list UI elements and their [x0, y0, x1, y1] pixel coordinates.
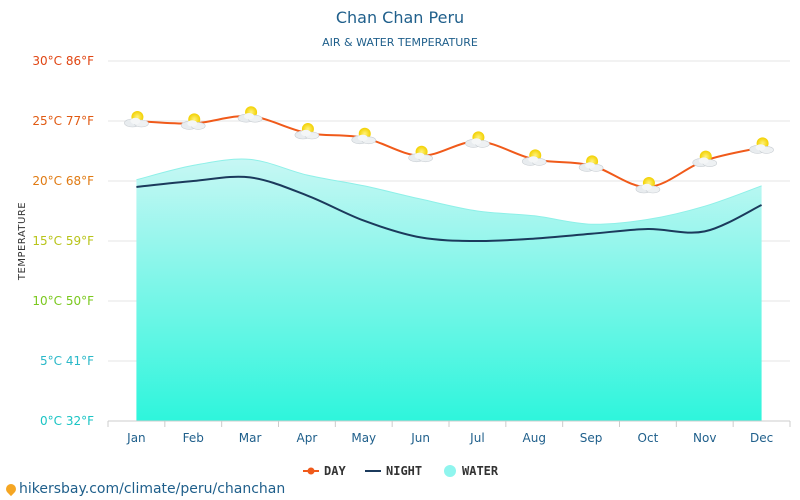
legend-water-label: WATER	[462, 464, 499, 478]
location-pin-icon	[3, 481, 19, 497]
y-axis-label: TEMPERATURE	[17, 202, 28, 281]
x-tick-label: Feb	[183, 431, 204, 445]
y-tick-label: 5°C 41°F	[40, 354, 94, 368]
water-line	[136, 158, 762, 225]
y-tick-label: 0°C 32°F	[40, 414, 94, 428]
night-series	[136, 175, 763, 243]
chart-title: Chan Chan Peru	[336, 8, 464, 27]
legend-night-label: NIGHT	[386, 464, 422, 478]
y-tick-label: 15°C 59°F	[32, 234, 94, 248]
y-axis-ticks: 0°C 32°F 5°C 41°F 10°C 50°F 15°C 59°F 20°C 6…	[32, 54, 94, 428]
x-tick-label: Oct	[638, 431, 659, 445]
partly-cloudy-icon	[237, 105, 263, 123]
x-tick-label: Aug	[523, 431, 546, 445]
night-line	[136, 175, 763, 243]
y-tick-label: 25°C 77°F	[32, 114, 94, 128]
x-tick-label: Jul	[469, 431, 484, 445]
x-tick-label: Mar	[239, 431, 262, 445]
legend-day-label: DAY	[324, 464, 346, 478]
x-tick-label: Jan	[126, 431, 146, 445]
legend-day-marker	[307, 467, 315, 475]
x-tick-label: Sep	[580, 431, 603, 445]
x-tick-label: Apr	[297, 431, 318, 445]
footer-link[interactable]: hikersbay.com/climate/peru/chanchan	[3, 481, 286, 497]
legend-water-swatch	[444, 465, 456, 477]
y-tick-label: 30°C 86°F	[32, 54, 94, 68]
water-area	[136, 159, 762, 422]
partly-cloudy-icon	[464, 130, 490, 148]
legend-item-night: NIGHT	[365, 464, 422, 478]
chart-subtitle: AIR & WATER TEMPERATURE	[322, 36, 478, 49]
footer-text: hikersbay.com/climate/peru/chanchan	[19, 481, 286, 497]
y-tick-label: 20°C 68°F	[32, 174, 94, 188]
partly-cloudy-icon	[749, 136, 775, 154]
x-tick-label: Jun	[410, 431, 430, 445]
water-series	[136, 158, 762, 422]
x-tick-label: May	[351, 431, 376, 445]
x-axis-ticks: Jan Feb Mar Apr May Jun Jul Aug Sep Oct Nov Dec	[107, 421, 791, 445]
x-tick-label: Nov	[693, 431, 716, 445]
partly-cloudy-icon	[123, 110, 149, 128]
legend[interactable]: DAY NIGHT WATER	[303, 464, 499, 478]
legend-item-water: WATER	[444, 464, 499, 478]
x-tick-label: Dec	[750, 431, 773, 445]
y-tick-label: 10°C 50°F	[32, 294, 94, 308]
legend-item-day: DAY	[303, 464, 346, 478]
